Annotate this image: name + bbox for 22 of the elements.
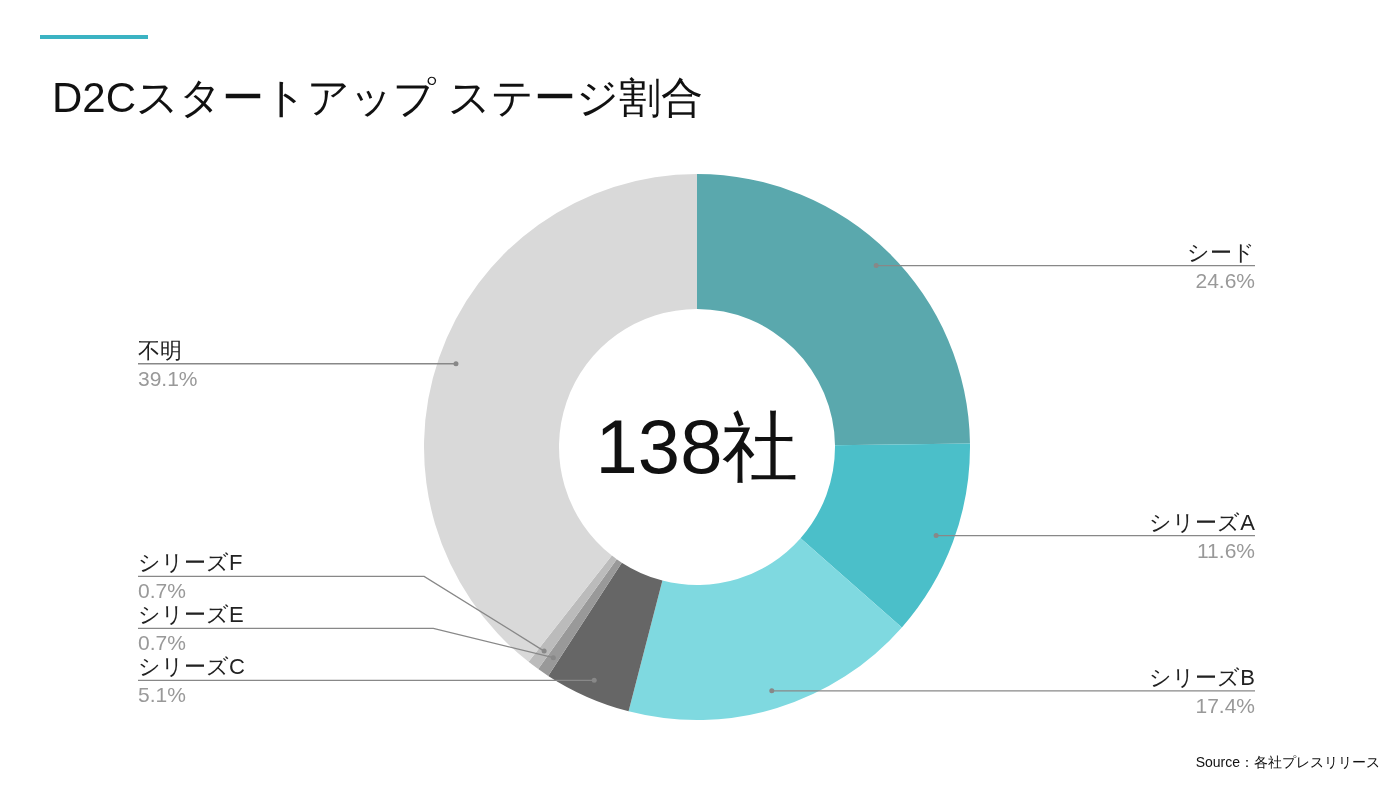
data-label: 39.1%: [138, 366, 198, 390]
slice-label: シリーズF: [138, 550, 243, 576]
donut-slice: [538, 559, 622, 676]
slice-label: シリーズA: [1149, 509, 1256, 535]
data-label: 11.6%: [1197, 538, 1255, 562]
slice-label: シリーズE: [138, 602, 244, 628]
slice-label: シリーズB: [1149, 664, 1255, 690]
donut-slice: [548, 562, 663, 712]
donut-slice: [800, 443, 970, 628]
data-label: 24.6%: [1195, 268, 1255, 292]
data-label: 0.7%: [138, 631, 186, 655]
slice-label: シリーズC: [138, 654, 245, 680]
data-label: 17.4%: [1195, 693, 1255, 717]
data-label: 5.1%: [138, 683, 186, 707]
donut-slice: [528, 555, 617, 670]
source-note: Source：各社プレスリリース: [1195, 754, 1380, 770]
slice-label: シード: [1187, 239, 1255, 265]
slice-label: 不明: [138, 337, 182, 363]
text: 138社: [595, 404, 799, 489]
chart-title: D2Cスタートアップ ステージ割合: [52, 74, 703, 121]
donut-slice: [628, 538, 902, 720]
data-label: 0.7%: [138, 579, 186, 603]
